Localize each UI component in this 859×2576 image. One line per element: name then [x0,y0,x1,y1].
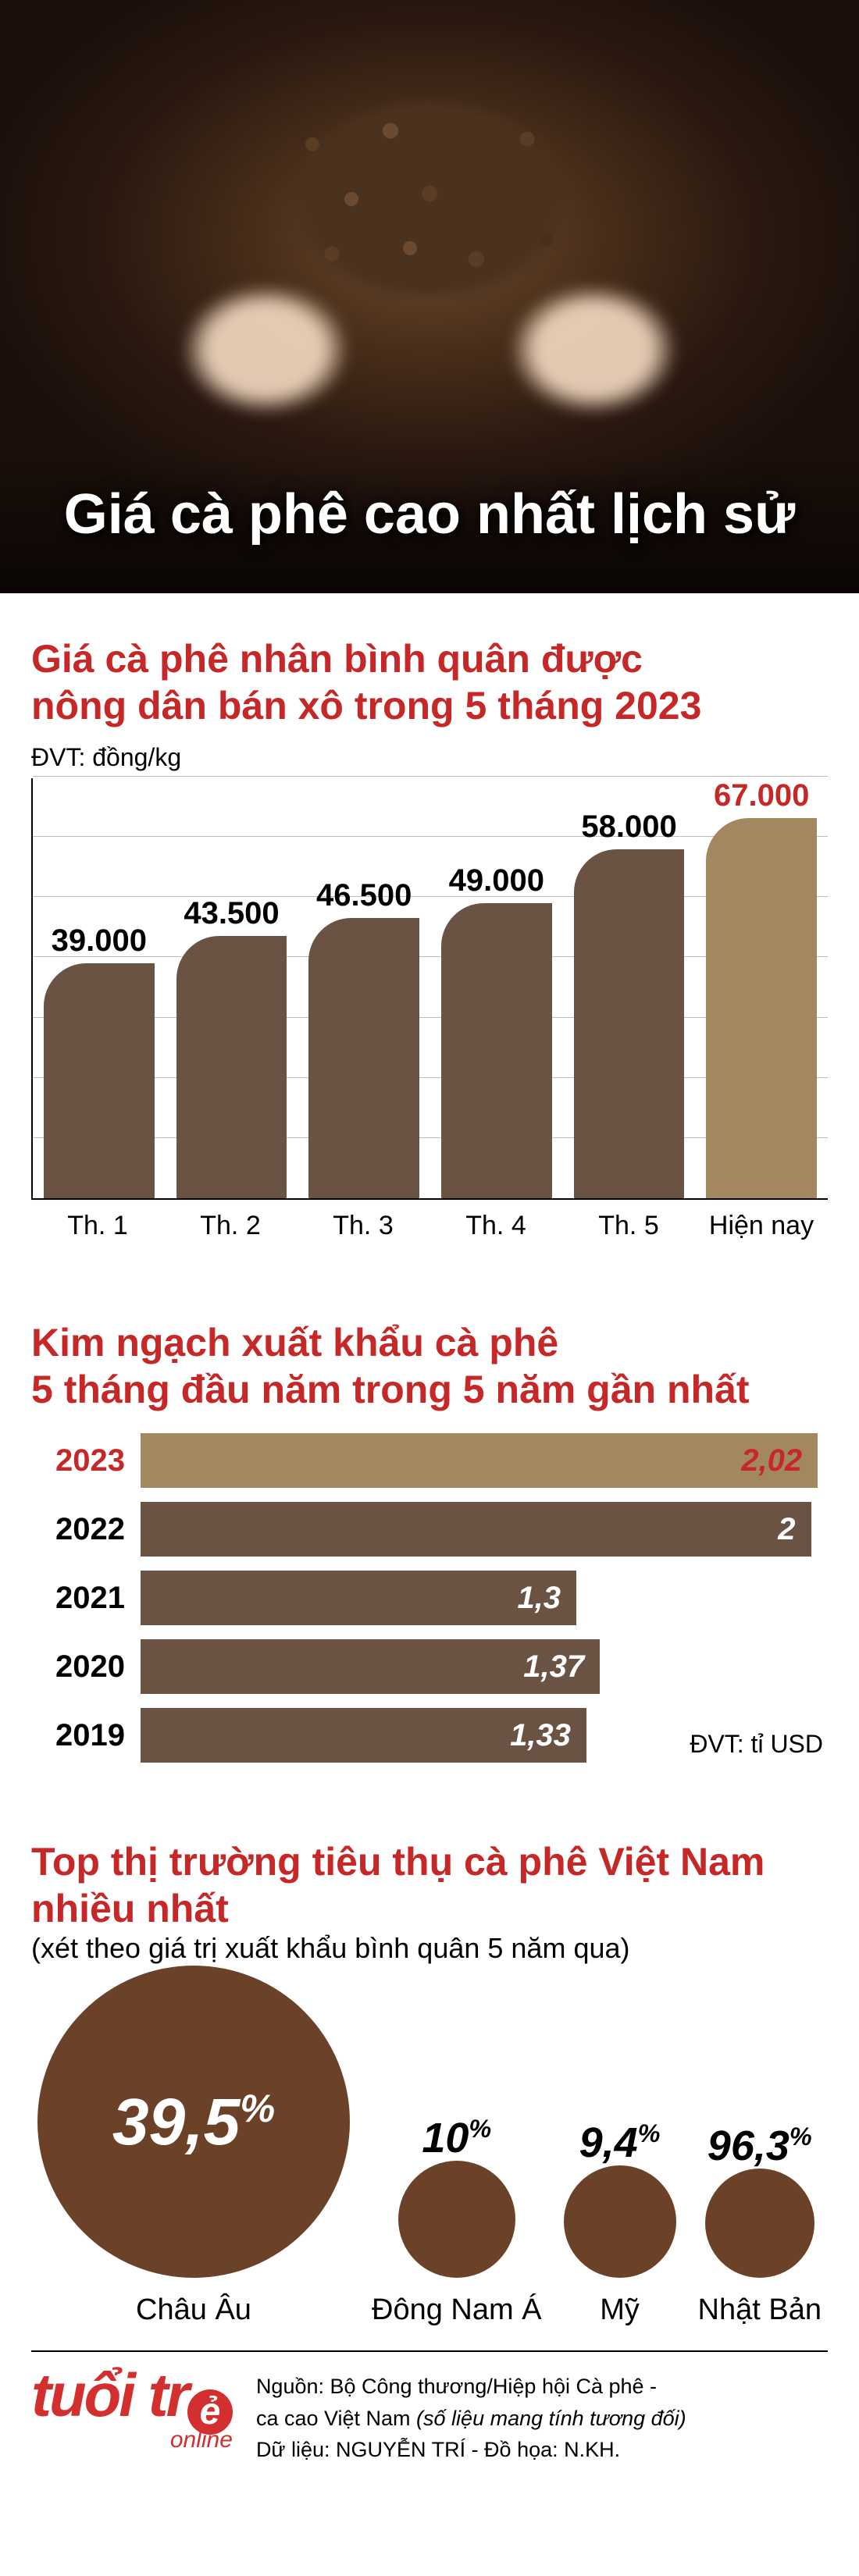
circle-value: 39,5% [112,2084,275,2160]
bar [441,903,552,1198]
footer: tuổi trẻ online Nguồn: Bộ Công thương/Hi… [31,2350,828,2497]
bar-column: 49.000 [441,778,552,1198]
section-export-chart: Kim ngạch xuất khẩu cà phê 5 tháng đầu n… [0,1291,859,1793]
circle-label: Nhật Bản [698,2293,822,2327]
vertical-bar-chart: 39.000 43.500 46.500 49.000 58.000 67.000 [31,778,828,1200]
bar-column: 58.000 [574,778,685,1198]
bar-value-label: 67.000 [714,778,809,813]
divider [0,593,859,612]
hbar: 1,33 [141,1708,586,1763]
market-circle: 9,4% [564,2165,676,2278]
section3-title: Top thị trường tiêu thụ cà phê Việt Nam … [31,1838,828,1932]
hbar-row: 2021 1,3 [31,1571,828,1625]
hbar-row: 2020 1,37 [31,1639,828,1694]
hbar-track: 1,37 [141,1639,828,1694]
section1-title-line1: Giá cà phê nhân bình quân được [31,637,643,681]
divider [0,1793,859,1812]
hbar-track: 2 [141,1502,828,1557]
hbar: 1,3 [141,1571,576,1625]
circle-label: Châu Âu [136,2293,251,2327]
section-markets: Top thị trường tiêu thụ cà phê Việt Nam … [0,1812,859,2350]
circle-column: 10% Đông Nam Á [372,2161,542,2327]
market-circle: 39,5% [37,1966,350,2278]
credit-line1: Nguồn: Bộ Công thương/Hiệp hội Cà phê - [256,2371,686,2403]
x-axis-label: Th. 5 [573,1211,684,1241]
logo: tuổi trẻ online [31,2371,233,2453]
hbar-value: 2 [778,1512,795,1547]
bar [574,849,685,1198]
bar-value-label: 46.500 [316,878,412,913]
hbar-row: 2022 2 [31,1502,828,1557]
hbar-year: 2022 [31,1512,141,1547]
bar-column: 46.500 [308,778,419,1198]
hbar: 2 [141,1502,811,1557]
bar [308,918,419,1198]
x-axis-label: Th. 3 [308,1211,419,1241]
hbar-year: 2021 [31,1581,141,1616]
section2-title: Kim ngạch xuất khẩu cà phê 5 tháng đầu n… [31,1319,828,1413]
credits: Nguồn: Bộ Công thương/Hiệp hội Cà phê - … [256,2371,686,2466]
hbar-row: 2023 2,02 [31,1433,828,1488]
market-circle: 10% [398,2161,515,2278]
bar-value-label: 39.000 [52,923,147,959]
bar-value-label: 49.000 [449,863,544,898]
x-axis-label: Th. 2 [175,1211,286,1241]
section2-title-line1: Kim ngạch xuất khẩu cà phê [31,1321,558,1364]
hero-title: Giá cà phê cao nhất lịch sử [0,482,859,546]
horizontal-bar-chart: 2023 2,02 2022 2 2021 1,3 2020 1,37 2019 1,33 [31,1433,828,1763]
bar [706,818,817,1198]
credit-line2: ca cao Việt Nam (số liệu mang tính tương… [256,2403,686,2435]
hbar-row: 2019 1,33 [31,1708,828,1763]
hero-image: Giá cà phê cao nhất lịch sử [0,0,859,593]
logo-text: tuổi tr [31,2371,187,2419]
bar-value-label: 58.000 [581,809,676,845]
section-price-chart: Giá cà phê nhân bình quân được nông dân … [0,612,859,1272]
hbar-year: 2019 [31,1718,141,1753]
x-axis-label: Hiện nay [706,1211,817,1241]
hbar-track: 1,33 [141,1708,828,1763]
gridline [33,776,828,777]
bar [44,963,155,1198]
section2-title-line2: 5 tháng đầu năm trong 5 năm gần nhất [31,1368,750,1411]
hbar-value: 1,37 [523,1649,584,1685]
hbar-year: 2020 [31,1649,141,1685]
circle-column: 96,3% Nhật Bản [698,2169,822,2327]
bar-column: 39.000 [44,778,155,1198]
credit-line3: Dữ liệu: NGUYỄN TRÍ - Đồ họa: N.KH. [256,2434,686,2466]
circle-value: 10% [422,2114,491,2162]
hbar: 1,37 [141,1639,600,1694]
hbar-year: 2023 [31,1443,141,1478]
bar-column: 67.000 [706,778,817,1198]
x-axis-label: Th. 1 [42,1211,153,1241]
x-axis-label: Th. 4 [440,1211,551,1241]
circle-label: Đông Nam Á [372,2293,542,2327]
hbar: 2,02 [141,1433,818,1488]
section1-title: Giá cà phê nhân bình quân được nông dân … [31,635,828,729]
hero-hands-illustration [156,219,703,437]
hbar-value: 2,02 [741,1443,802,1478]
circle-chart: 39,5% Châu Âu 10% Đông Nam Á 9,4% Mỹ 96,3% Nhật… [31,1991,828,2327]
market-circle: 96,3% [705,2169,814,2278]
hbar-value: 1,3 [517,1581,561,1616]
section3-title-line2: nhiều nhất [31,1887,229,1930]
divider [0,1272,859,1291]
bar-value-label: 43.500 [184,896,279,931]
x-axis-labels: Th. 1 Th. 2 Th. 3 Th. 4 Th. 5 Hiện nay [31,1200,828,1241]
bar [176,936,287,1198]
section3-title-line1: Top thị trường tiêu thụ cà phê Việt Nam [31,1840,765,1884]
circle-value: 9,4% [579,2119,661,2167]
hbar-track: 2,02 [141,1433,828,1488]
hbar-track: 1,3 [141,1571,828,1625]
circle-column: 39,5% Châu Âu [37,1966,350,2327]
hbar-value: 1,33 [510,1718,571,1753]
circle-value: 96,3% [708,2122,812,2170]
bar-column: 43.500 [176,778,287,1198]
logo-accent: ẻ [187,2389,233,2435]
section1-title-line2: nông dân bán xô trong 5 tháng 2023 [31,684,701,728]
section3-subtitle: (xét theo giá trị xuất khẩu bình quân 5 … [31,1932,828,1965]
circle-column: 9,4% Mỹ [564,2165,676,2327]
circle-label: Mỹ [600,2293,640,2327]
section1-unit: ĐVT: đồng/kg [31,743,828,772]
